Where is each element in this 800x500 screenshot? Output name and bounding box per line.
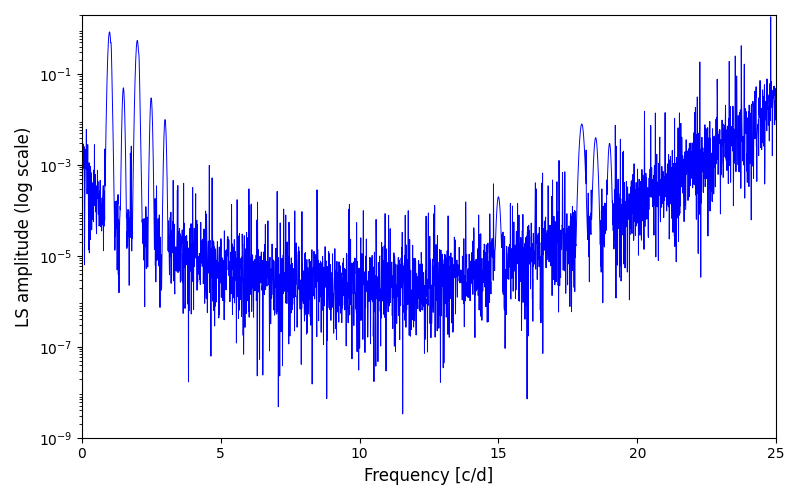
Y-axis label: LS amplitude (log scale): LS amplitude (log scale): [15, 126, 33, 326]
X-axis label: Frequency [c/d]: Frequency [c/d]: [364, 467, 494, 485]
